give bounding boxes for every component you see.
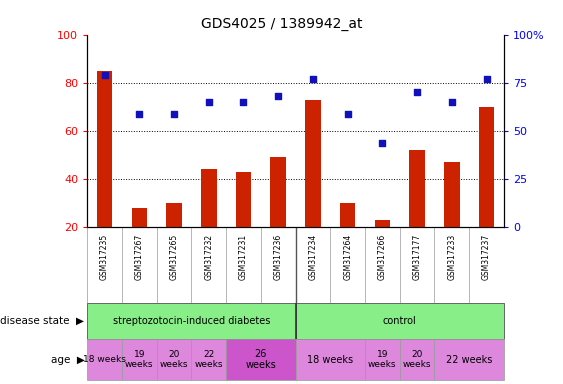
Bar — [157, 339, 191, 380]
Point — [378, 139, 387, 146]
Bar — [340, 203, 355, 275]
Bar — [236, 172, 251, 275]
Text: 20
weeks: 20 weeks — [403, 350, 431, 369]
Bar — [132, 208, 147, 275]
Bar — [365, 339, 400, 380]
Text: 22
weeks: 22 weeks — [195, 350, 223, 369]
Point — [274, 93, 283, 99]
Point — [204, 99, 213, 105]
Point — [239, 99, 248, 105]
Point — [343, 111, 352, 117]
Point — [447, 99, 456, 105]
Bar — [201, 169, 217, 275]
Text: GSM317264: GSM317264 — [343, 233, 352, 280]
Text: 22 weeks: 22 weeks — [446, 354, 493, 364]
Bar — [191, 339, 226, 380]
Bar — [270, 157, 286, 275]
Text: 19
weeks: 19 weeks — [368, 350, 396, 369]
Text: 19
weeks: 19 weeks — [125, 350, 154, 369]
Text: 18 weeks: 18 weeks — [307, 354, 354, 364]
Bar — [305, 99, 321, 275]
Text: age  ▶: age ▶ — [51, 354, 84, 364]
Text: streptozotocin-induced diabetes: streptozotocin-induced diabetes — [113, 316, 270, 326]
Text: GSM317231: GSM317231 — [239, 233, 248, 280]
Bar — [296, 339, 365, 380]
Text: GSM317232: GSM317232 — [204, 233, 213, 280]
Bar — [409, 150, 425, 275]
Text: disease state  ▶: disease state ▶ — [1, 316, 84, 326]
Text: GDS4025 / 1389942_at: GDS4025 / 1389942_at — [201, 17, 362, 31]
Text: GSM317265: GSM317265 — [169, 233, 178, 280]
Bar — [400, 339, 435, 380]
Bar — [122, 339, 157, 380]
Bar — [226, 339, 296, 380]
Bar — [435, 339, 504, 380]
Bar — [479, 107, 494, 275]
Bar — [296, 303, 504, 339]
Bar — [97, 71, 113, 275]
Text: 18 weeks: 18 weeks — [83, 355, 126, 364]
Bar — [87, 303, 296, 339]
Bar — [374, 220, 390, 275]
Text: GSM317233: GSM317233 — [448, 233, 456, 280]
Point — [135, 111, 144, 117]
Bar — [444, 162, 459, 275]
Text: 26
weeks: 26 weeks — [245, 349, 276, 370]
Text: control: control — [383, 316, 417, 326]
Point — [169, 111, 178, 117]
Text: GSM317177: GSM317177 — [413, 233, 422, 280]
Text: GSM317237: GSM317237 — [482, 233, 491, 280]
Point — [100, 72, 109, 78]
Text: GSM317266: GSM317266 — [378, 233, 387, 280]
Point — [413, 89, 422, 96]
Text: 20
weeks: 20 weeks — [160, 350, 188, 369]
Bar — [87, 339, 122, 380]
Text: GSM317267: GSM317267 — [135, 233, 144, 280]
Text: GSM317236: GSM317236 — [274, 233, 283, 280]
Bar — [166, 203, 182, 275]
Text: GSM317234: GSM317234 — [309, 233, 318, 280]
Point — [482, 76, 491, 82]
Point — [309, 76, 318, 82]
Text: GSM317235: GSM317235 — [100, 233, 109, 280]
